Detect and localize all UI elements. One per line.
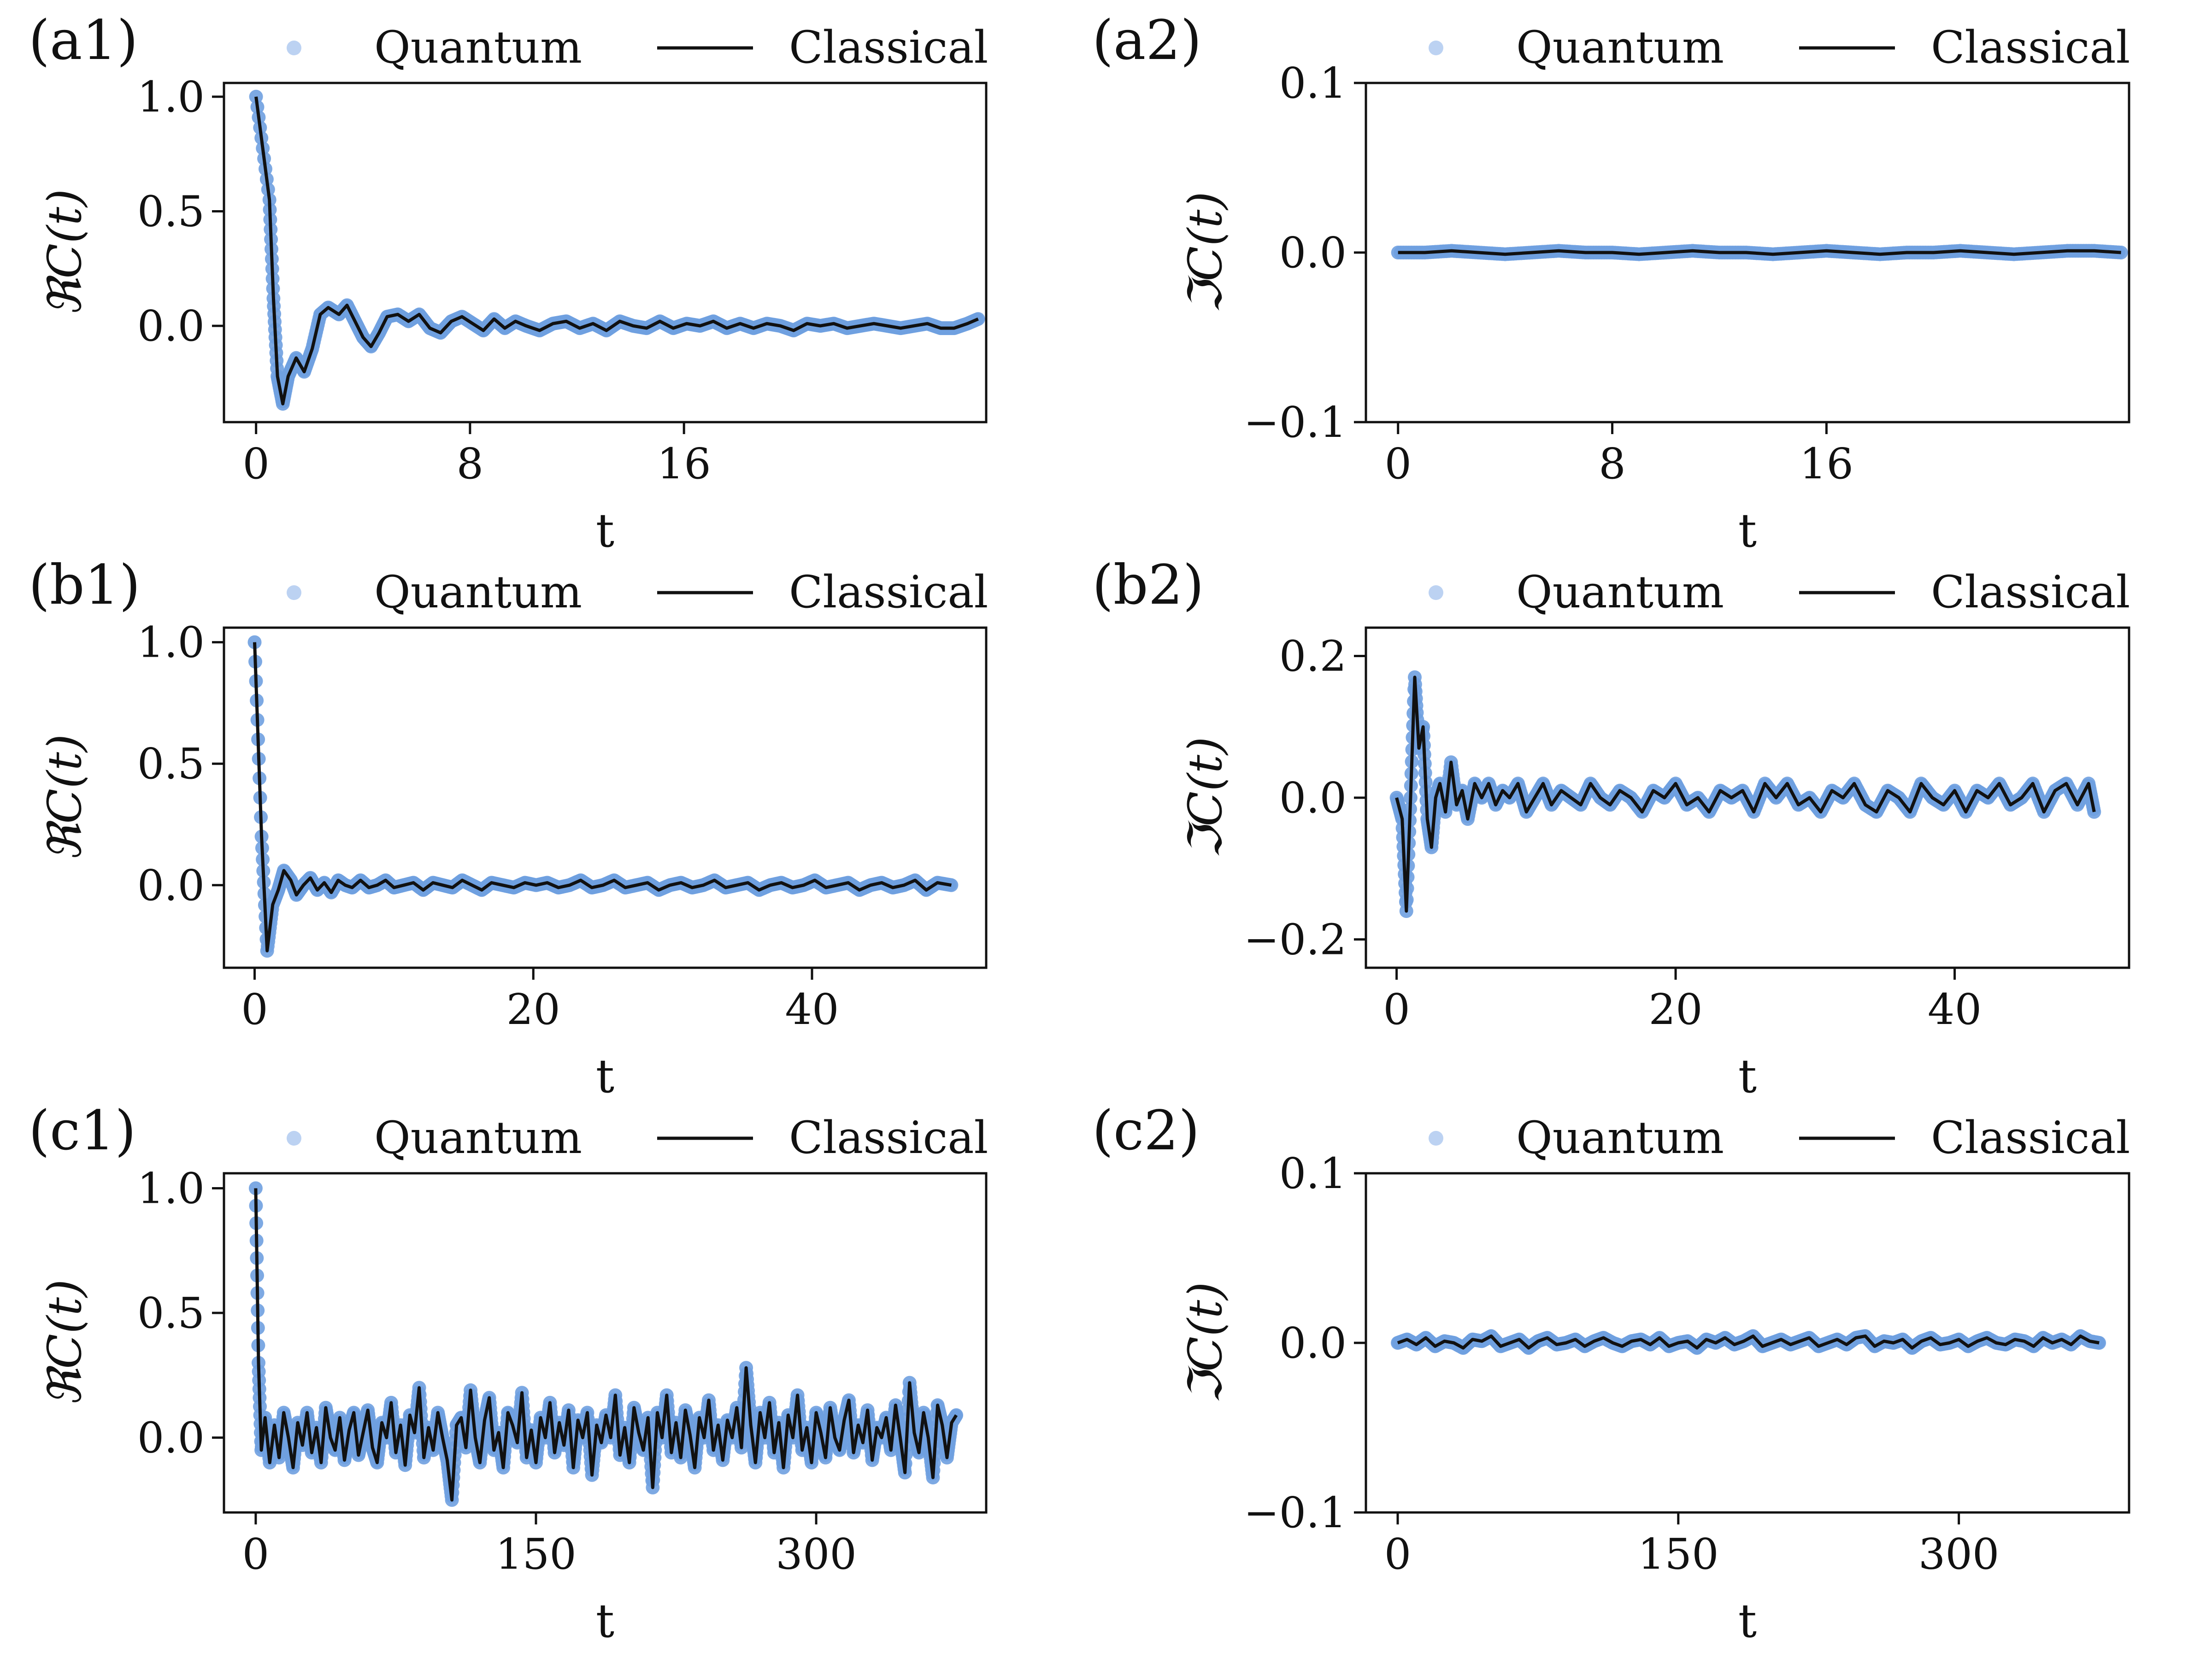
legend-quantum-label: Quantum (374, 22, 582, 73)
legend-classical-label: Classical (1931, 566, 2130, 618)
classical-line (254, 1188, 958, 1502)
y-tick-label: 1.0 (137, 1164, 205, 1213)
legend-classical-label: Classical (1931, 1112, 2130, 1164)
subplot-a1: 0 8 16 0.0 0.5 1.0 t ℜC(t) (a1) Quantum Classical (29, 8, 988, 558)
quantum-series (248, 1181, 964, 1507)
x-tick-label: 40 (1928, 985, 1982, 1034)
legend-quantum-label: Quantum (1516, 1112, 1724, 1164)
legend-quantum-marker (1429, 1131, 1443, 1146)
x-tick-label: 0 (242, 1530, 270, 1579)
y-tick-label: −0.2 (1244, 915, 1347, 965)
classical-line (1398, 249, 2121, 256)
x-tick-label: 16 (657, 439, 711, 488)
legend-quantum-label: Quantum (374, 566, 582, 618)
y-tick-label: −0.1 (1244, 398, 1347, 447)
panel-label: (a1) (29, 8, 138, 72)
y-axis-label: ℜC(t) (38, 189, 92, 316)
subplot-c2: 0 150 300 −0.1 0.0 0.1 t ℑC(t) (c2) Quantum Classi… (1092, 1099, 2130, 1648)
x-tick-label: 8 (457, 439, 484, 488)
y-tick-label: 0.1 (1279, 1149, 1347, 1198)
x-axis-label: t (1738, 1594, 1757, 1648)
y-tick-label: 0.5 (137, 1288, 205, 1338)
y-tick-label: 0.1 (1279, 59, 1347, 108)
panel-label: (a2) (1092, 8, 1202, 72)
x-axis-label: t (596, 1049, 614, 1103)
legend-classical-label: Classical (789, 1112, 988, 1164)
legend-quantum-marker (1429, 41, 1443, 55)
classical-line (253, 642, 952, 953)
legend-quantum-marker (1429, 585, 1443, 600)
y-tick-label: 0.0 (1279, 228, 1347, 277)
y-axis-label: ℑC(t) (1178, 192, 1232, 313)
panel-label: (b1) (29, 553, 141, 617)
x-axis-label: t (1738, 1049, 1757, 1103)
x-tick-label: 0 (241, 985, 268, 1034)
y-axis-label: ℑC(t) (1178, 737, 1232, 859)
axes-frame (223, 626, 988, 969)
x-axis-label: t (596, 1594, 614, 1648)
subplot-a2: 0 8 16 −0.1 0.0 0.1 t ℑC(t) (a2) Quantum Classical (1092, 8, 2130, 558)
x-tick-label: 150 (1638, 1530, 1719, 1579)
legend-quantum-label: Quantum (1516, 566, 1724, 618)
y-tick-label: 0.0 (1279, 773, 1347, 823)
panel-label: (c1) (29, 1099, 136, 1162)
subplot-c1: 0 150 300 0.0 0.5 1.0 t ℜC(t) (c1) Quantum Classic… (29, 1099, 988, 1648)
y-tick-label: 0.0 (137, 1413, 205, 1463)
x-tick-label: 0 (1384, 1530, 1412, 1579)
y-tick-label: 0.5 (137, 187, 205, 236)
x-tick-label: 40 (785, 985, 839, 1034)
y-tick-label: 0.0 (137, 861, 205, 910)
x-axis-label: t (1738, 504, 1757, 558)
y-tick-label: −0.1 (1244, 1488, 1347, 1537)
legend-quantum-marker (287, 41, 301, 55)
y-tick-label: 1.0 (137, 72, 205, 122)
quantum-series (249, 89, 985, 411)
y-tick-label: 0.2 (1279, 632, 1347, 681)
x-tick-label: 0 (1384, 439, 1412, 488)
x-tick-label: 8 (1599, 439, 1626, 488)
x-tick-label: 20 (506, 985, 560, 1034)
axes-frame (223, 82, 988, 424)
x-axis-label: t (596, 504, 614, 558)
classical-line (254, 96, 979, 406)
subplot-b2: 0 20 40 −0.2 0.0 0.2 t ℑC(t) (b2) Quantum Classica… (1092, 553, 2130, 1103)
legend-quantum-marker (287, 1131, 301, 1146)
legend-classical-label: Classical (1931, 22, 2130, 73)
panel-label: (c2) (1092, 1099, 1200, 1162)
y-axis-label: ℜC(t) (38, 734, 92, 861)
axes-frame (223, 1172, 988, 1514)
legend: Quantum Classical (1429, 22, 2130, 73)
x-tick-label: 16 (1800, 439, 1853, 488)
y-tick-label: 0.0 (1279, 1318, 1347, 1368)
y-axis-label: ℑC(t) (1178, 1282, 1232, 1404)
legend-quantum-marker (287, 585, 301, 600)
legend-classical-label: Classical (789, 566, 988, 618)
quantum-series (247, 635, 959, 958)
x-tick-label: 300 (776, 1530, 857, 1579)
classical-line (1395, 676, 2096, 913)
legend-quantum-label: Quantum (374, 1112, 582, 1164)
x-tick-label: 0 (1383, 985, 1410, 1034)
legend-classical-label: Classical (789, 22, 988, 73)
legend: Quantum Classical (1429, 566, 2130, 618)
y-tick-label: 1.0 (137, 618, 205, 667)
x-tick-label: 0 (242, 439, 270, 488)
y-tick-label: 0.0 (137, 301, 205, 351)
legend-quantum-label: Quantum (1516, 22, 1724, 73)
classical-line (1397, 1334, 2100, 1350)
x-tick-label: 300 (1918, 1530, 2000, 1579)
y-axis-label: ℜC(t) (38, 1279, 92, 1406)
subplot-b1: 0 20 40 0.0 0.5 1.0 t ℜC(t) (b1) Quantum Classical (29, 553, 988, 1103)
x-tick-label: 150 (495, 1530, 577, 1579)
y-tick-label: 0.5 (137, 739, 205, 788)
legend: Quantum Classical (287, 1112, 988, 1164)
legend: Quantum Classical (287, 566, 988, 618)
x-tick-label: 20 (1649, 985, 1703, 1034)
panel-label: (b2) (1092, 553, 1204, 617)
legend: Quantum Classical (287, 22, 988, 73)
legend: Quantum Classical (1429, 1112, 2130, 1164)
